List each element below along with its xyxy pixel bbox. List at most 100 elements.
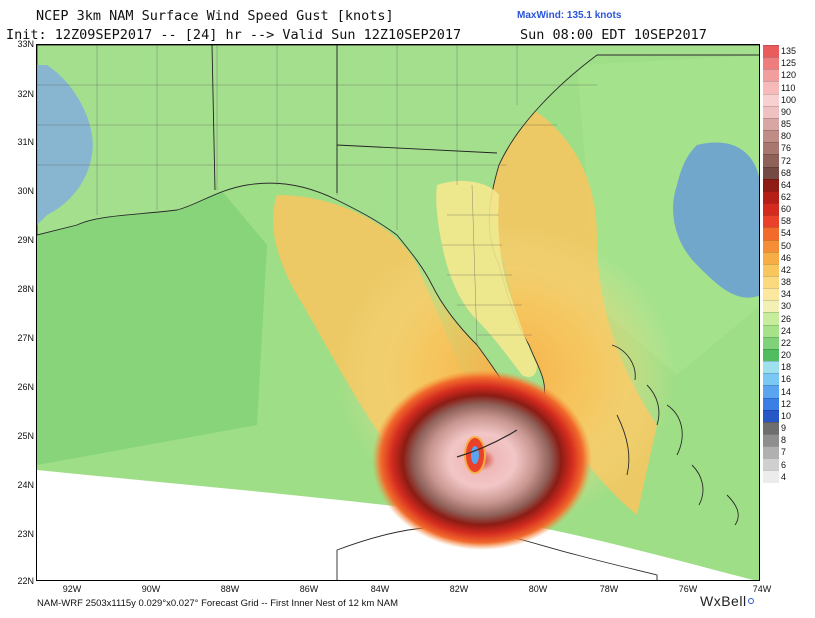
- colorbar-swatch: [763, 312, 779, 325]
- florida-keys: [456, 429, 518, 458]
- lat-label: 24N: [17, 480, 34, 490]
- colorbar-swatch: [763, 275, 779, 289]
- lat-label: 23N: [17, 529, 34, 539]
- colorbar-label: 6: [781, 459, 787, 470]
- lon-label: 82W: [449, 584, 469, 594]
- wxbell-logo-text: WxBell: [700, 593, 747, 609]
- colorbar-label: 18: [781, 362, 792, 373]
- bahamas-outline: [611, 344, 739, 526]
- colorbar-label: 30: [781, 301, 792, 312]
- gulf-green-zone: [37, 185, 267, 465]
- colorbar-label: 24: [781, 325, 792, 336]
- colorbar: [763, 45, 779, 483]
- lat-label: 33N: [17, 39, 34, 49]
- colorbar-label: 58: [781, 216, 792, 227]
- nw-storm-cells: [37, 65, 93, 225]
- colorbar-swatch: [763, 166, 779, 179]
- colorbar-label: 90: [781, 106, 792, 117]
- colorbar-swatch: [763, 203, 779, 216]
- colorbar-swatch: [763, 470, 779, 483]
- colorbar-label: 110: [781, 82, 796, 93]
- lon-label: 84W: [370, 584, 390, 594]
- colorbar-swatch: [763, 81, 779, 94]
- max-wind-label: MaxWind: 135.1 knots: [517, 10, 622, 21]
- lat-label: 31N: [17, 137, 34, 147]
- lon-label: 88W: [220, 584, 240, 594]
- colorbar-label: 125: [781, 58, 797, 69]
- lon-label: 74W: [752, 584, 772, 594]
- colorbar-swatch: [763, 348, 779, 362]
- colorbar-swatch: [763, 227, 779, 240]
- colorbar-swatch: [763, 263, 779, 276]
- colorbar-label: 62: [781, 192, 792, 202]
- colorbar-label: 80: [781, 131, 792, 142]
- colorbar-swatch: [763, 324, 779, 337]
- colorbar-swatch: [763, 239, 779, 252]
- colorbar-swatch: [763, 385, 779, 398]
- colorbar-label: 72: [781, 155, 792, 166]
- colorbar-label: 64: [781, 179, 792, 190]
- colorbar-swatch: [763, 373, 779, 386]
- colorbar-swatch: [763, 300, 779, 313]
- init-valid-line: Init: 12Z09SEP2017 -- [24] hr --> Valid …: [6, 27, 462, 43]
- colorbar-label: 76: [781, 143, 792, 154]
- colorbar-swatch: [763, 215, 779, 228]
- plot-title: NCEP 3km NAM Surface Wind Speed Gust [kn…: [36, 8, 394, 24]
- lat-label: 30N: [17, 186, 34, 196]
- wxbell-logo: WxBell: [700, 593, 754, 609]
- colorbar-swatch: [763, 190, 779, 204]
- colorbar-label: 135: [781, 46, 797, 57]
- colorbar-swatch: [763, 130, 779, 143]
- no-data-region: [37, 470, 754, 580]
- state-borders: [211, 45, 498, 193]
- logo-dot-icon: [747, 598, 754, 604]
- colorbar-swatch: [763, 142, 779, 155]
- colorbar-label: 22: [781, 337, 792, 348]
- colorbar-label: 4: [781, 471, 787, 482]
- colorbar-label: 54: [781, 228, 792, 239]
- colorbar-swatch: [763, 251, 779, 264]
- colorbar-label: 20: [781, 350, 792, 361]
- lat-label: 25N: [17, 431, 34, 441]
- colorbar-swatch: [763, 409, 779, 422]
- colorbar-label: 60: [781, 204, 792, 215]
- colorbar-label: 85: [781, 119, 792, 130]
- colorbar-swatch: [763, 178, 779, 191]
- lat-label: 28N: [17, 284, 34, 294]
- colorbar-label: 12: [781, 398, 792, 409]
- colorbar-label: 68: [781, 167, 792, 178]
- lat-label: 32N: [17, 89, 34, 99]
- lon-label: 76W: [678, 584, 698, 594]
- colorbar-label: 42: [781, 264, 792, 275]
- valid-local-time: Sun 08:00 EDT 10SEP2017: [520, 27, 707, 43]
- lat-label: 29N: [17, 235, 34, 245]
- colorbar-label: 46: [781, 252, 792, 263]
- colorbar-swatch: [763, 421, 779, 434]
- colorbar-swatch: [763, 57, 779, 70]
- colorbar-label: 50: [781, 240, 792, 251]
- colorbar-swatch: [763, 458, 779, 471]
- colorbar-label: 7: [781, 447, 787, 458]
- colorbar-swatch: [763, 45, 779, 58]
- colorbar-swatch: [763, 105, 779, 118]
- colorbar-swatch: [763, 446, 779, 459]
- lon-label: 92W: [62, 584, 82, 594]
- colorbar-label: 8: [781, 435, 787, 446]
- colorbar-swatch: [763, 117, 779, 131]
- colorbar-label: 26: [781, 313, 792, 324]
- lon-label: 78W: [599, 584, 619, 594]
- colorbar-swatch: [763, 154, 779, 167]
- lon-label: 80W: [528, 584, 548, 594]
- colorbar-label: 16: [781, 374, 792, 385]
- lat-label: 27N: [17, 333, 34, 343]
- colorbar-swatch: [763, 69, 779, 82]
- hurricane-eye-core: [471, 446, 479, 464]
- lon-label: 86W: [299, 584, 319, 594]
- colorbar-label: 9: [781, 423, 787, 434]
- grid-info: NAM-WRF 2503x1115y 0.029°x0.027° Forecas…: [37, 598, 398, 609]
- colorbar-swatch: [763, 288, 779, 301]
- colorbar-swatch: [763, 361, 779, 374]
- colorbar-label: 10: [781, 410, 792, 421]
- lat-label: 26N: [17, 382, 34, 392]
- colorbar-label: 34: [781, 289, 792, 300]
